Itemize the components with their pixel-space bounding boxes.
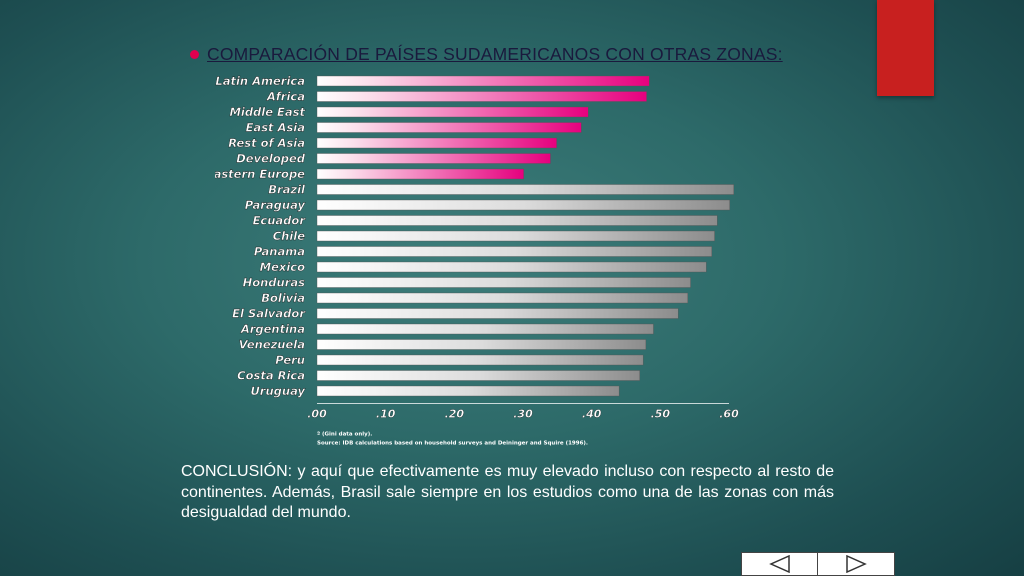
slide-title-row: COMPARACIÓN DE PAÍSES SUDAMERICANOS CON … <box>190 42 783 66</box>
region-bar <box>316 168 524 180</box>
category-label: Latin America <box>215 74 305 88</box>
category-label: Uruguay <box>250 384 305 398</box>
x-tick-label: .30 <box>513 408 533 421</box>
x-tick-label: .40 <box>582 408 602 421</box>
x-tick-label: .60 <box>719 408 739 421</box>
category-label: East Asia <box>246 121 306 135</box>
country-bar <box>316 277 691 288</box>
category-label: Paraguay <box>245 198 306 212</box>
country-bar <box>316 292 688 304</box>
category-label: Brazil <box>268 183 306 197</box>
category-label: Rest of Asia <box>228 136 305 150</box>
triangle-right-icon <box>846 555 867 573</box>
category-label: Developed <box>236 152 306 166</box>
category-label: Costa Rica <box>237 369 305 383</box>
x-tick-label: .00 <box>307 408 327 421</box>
bullet-icon <box>190 49 199 59</box>
category-label: Bolivia <box>261 291 305 305</box>
country-bar <box>316 184 735 195</box>
prev-slide-button[interactable] <box>741 552 818 576</box>
country-bar <box>316 261 707 273</box>
region-bar <box>316 106 589 118</box>
region-bar <box>316 91 647 102</box>
country-bar <box>316 246 713 257</box>
country-bar <box>316 199 730 211</box>
category-label: Middle East <box>229 105 305 119</box>
red-corner-tab <box>877 0 934 96</box>
x-tick-label: .50 <box>651 408 671 421</box>
next-slide-button[interactable] <box>818 552 895 576</box>
conclusion-text: CONCLUSIÓN: y aquí que efectivamente es … <box>181 463 834 521</box>
x-tick-label: .10 <box>376 408 396 421</box>
x-tick-label: .20 <box>445 408 465 421</box>
region-bar <box>316 75 650 87</box>
category-label: Honduras <box>243 276 306 290</box>
category-label: Chile <box>273 229 306 243</box>
country-bar <box>316 308 679 319</box>
category-label: Ecuador <box>253 214 307 228</box>
category-label: Eastern Europe <box>215 167 305 181</box>
chart-footnote: Source: IDB calculations based on househ… <box>317 441 588 447</box>
country-bar <box>316 339 647 350</box>
chart-footnote: ª (Gini data only). <box>317 431 372 438</box>
slide-title: COMPARACIÓN DE PAÍSES SUDAMERICANOS CON … <box>207 43 783 64</box>
country-bar <box>316 354 644 366</box>
country-bar <box>316 370 640 381</box>
country-bar <box>316 230 715 242</box>
category-label: Panama <box>254 245 305 259</box>
region-bar <box>316 122 582 133</box>
category-label: Africa <box>266 90 305 104</box>
category-label: Venezuela <box>239 338 305 352</box>
country-bar <box>316 323 654 335</box>
country-bar <box>316 215 718 226</box>
category-label: Mexico <box>260 260 305 274</box>
slide-navigation <box>741 552 895 576</box>
category-label: Argentina <box>240 322 305 336</box>
category-label: El Salvador <box>232 307 306 321</box>
region-bar <box>316 153 551 164</box>
region-bar <box>316 137 557 149</box>
country-bar <box>316 385 620 397</box>
category-label: Peru <box>275 353 305 367</box>
triangle-left-icon <box>768 555 790 573</box>
